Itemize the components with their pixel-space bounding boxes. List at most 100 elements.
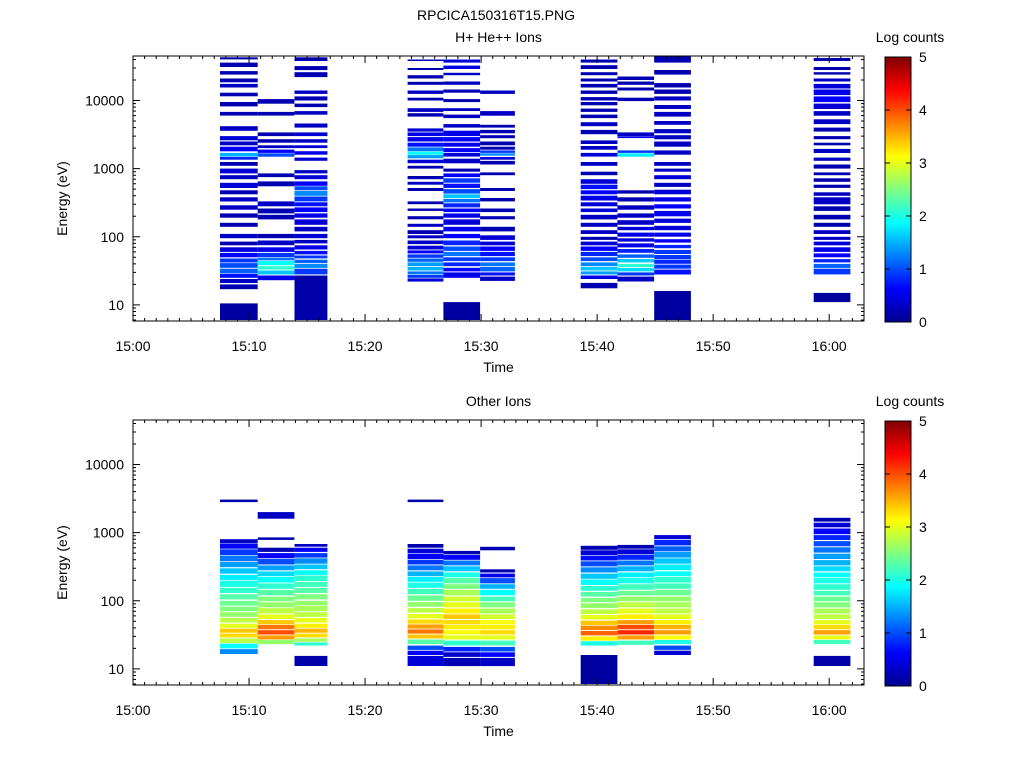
- spectrogram-cell: [220, 549, 258, 555]
- spectrogram-cell: [220, 258, 258, 263]
- spectrogram-cell: [294, 139, 328, 143]
- spectrogram-cell: [580, 597, 618, 603]
- spectrogram-cell: [443, 65, 481, 69]
- spectrogram-cell: [654, 168, 691, 172]
- spectrogram-cell: [654, 625, 691, 630]
- spectrogram-cell: [480, 251, 515, 257]
- spectrogram-cell: [407, 90, 444, 94]
- spectrogram-cell: [257, 266, 295, 270]
- spectrogram-cell: [294, 268, 328, 275]
- spectrogram-cell: [220, 612, 258, 617]
- spectrogram-cell: [294, 581, 328, 587]
- spectrogram-cell: [813, 236, 851, 240]
- spectrogram-cell: [480, 246, 515, 251]
- spectrogram-cell: [654, 204, 691, 209]
- spectrogram-cell: [813, 230, 851, 234]
- spectrogram-cell: [480, 573, 515, 578]
- spectrogram-cell: [813, 528, 851, 535]
- spectrogram-cell: [654, 576, 691, 583]
- spectrogram-cell: [443, 178, 481, 183]
- spectrogram-cell: [480, 124, 515, 128]
- spectrogram-cell: [220, 92, 258, 97]
- spectrogram-cell: [407, 230, 444, 234]
- y-tick-label: 10000: [85, 457, 124, 473]
- spectrogram-cell: [257, 201, 295, 207]
- spectrogram-cell: [220, 499, 258, 503]
- spectrogram-cell: [813, 136, 851, 140]
- spectrogram-cell: [580, 171, 618, 176]
- spectrogram-cell: [654, 583, 691, 589]
- spectrogram-cell: [654, 250, 691, 254]
- spectrogram-cell: [407, 559, 444, 565]
- spectrogram-cell: [617, 555, 655, 560]
- spectrogram-cell: [580, 636, 618, 641]
- spectrogram-cell: [654, 239, 691, 243]
- spectrogram-cell: [617, 76, 655, 80]
- spectrogram-cell: [220, 643, 258, 649]
- spectrogram-cell: [220, 539, 258, 544]
- spectrogram-cell: [220, 71, 258, 75]
- spectrogram-cell: [294, 186, 328, 191]
- spectrogram-cell: [480, 657, 515, 667]
- spectrogram-cell: [480, 129, 515, 134]
- spectrogram-cell: [294, 170, 328, 174]
- spectrogram-cell: [407, 142, 444, 147]
- spectrogram-cell: [580, 614, 618, 620]
- y-tick-label: 10: [108, 297, 124, 313]
- colorbar-tick-label: 3: [919, 155, 927, 171]
- spectrogram-cell: [813, 259, 851, 263]
- spectrogram-cell: [480, 646, 515, 652]
- spectrogram-cell: [294, 151, 328, 155]
- spectrogram-cell: [580, 641, 618, 646]
- spectrogram-cell: [813, 602, 851, 608]
- spectrogram-cell: [220, 562, 258, 568]
- spectrogram-cell: [407, 634, 444, 639]
- spectrogram-cell: [443, 219, 481, 225]
- spectrogram-cell: [220, 633, 258, 638]
- spectrogram-cell: [580, 555, 618, 561]
- spectrogram-cell: [813, 572, 851, 578]
- spectrogram-cell: [443, 602, 481, 608]
- spectrogram-cell: [220, 111, 258, 116]
- spectrogram-cell: [443, 620, 481, 625]
- spectrogram-cell: [220, 146, 258, 152]
- x-tick-label: 15:10: [232, 702, 267, 718]
- spectrogram-cell: [480, 569, 515, 573]
- spectrogram-cell: [257, 240, 295, 246]
- spectrogram-cell: [813, 560, 851, 566]
- spectrogram-cell: [480, 620, 515, 625]
- spectrogram-cell: [480, 608, 515, 614]
- spectrogram-cell: [580, 275, 618, 279]
- spectrogram-cell: [813, 541, 851, 547]
- spectrogram-cell: [654, 558, 691, 564]
- spectrogram-cell: [813, 630, 851, 635]
- spectrogram-cell: [257, 553, 295, 559]
- y-axis-label: Energy (eV): [54, 161, 70, 236]
- spectrogram-cell: [443, 555, 481, 560]
- spectrogram-cell: [617, 560, 655, 566]
- spectrogram-cell: [617, 263, 655, 267]
- spectrogram-cell: [257, 145, 295, 149]
- spectrogram-cell: [813, 83, 851, 89]
- spectrogram-cell: [617, 259, 655, 263]
- spectrogram-cell: [813, 206, 851, 211]
- plot-title: Other Ions: [466, 393, 531, 409]
- spectrogram-cell: [294, 132, 328, 137]
- spectrogram-cell: [220, 62, 258, 67]
- spectrogram-cell: [580, 114, 618, 119]
- spectrogram-cell: [257, 99, 295, 104]
- spectrogram-cell: [480, 150, 515, 153]
- x-tick-label: 15:10: [232, 338, 267, 354]
- spectrogram-cell: [580, 230, 618, 234]
- spectrogram-cell: [654, 608, 691, 614]
- spectrogram-cell: [407, 216, 444, 220]
- spectrogram-cell: [407, 629, 444, 634]
- spectrogram-cell: [580, 190, 618, 195]
- spectrogram-cell: [443, 108, 481, 111]
- spectrogram-cell: [813, 178, 851, 182]
- spectrogram-cell: [407, 223, 444, 227]
- spectrogram-cell: [220, 279, 258, 283]
- spectrogram-cell: [480, 584, 515, 589]
- spectrogram-cell: [580, 579, 618, 585]
- spectrogram-cell: [617, 640, 655, 645]
